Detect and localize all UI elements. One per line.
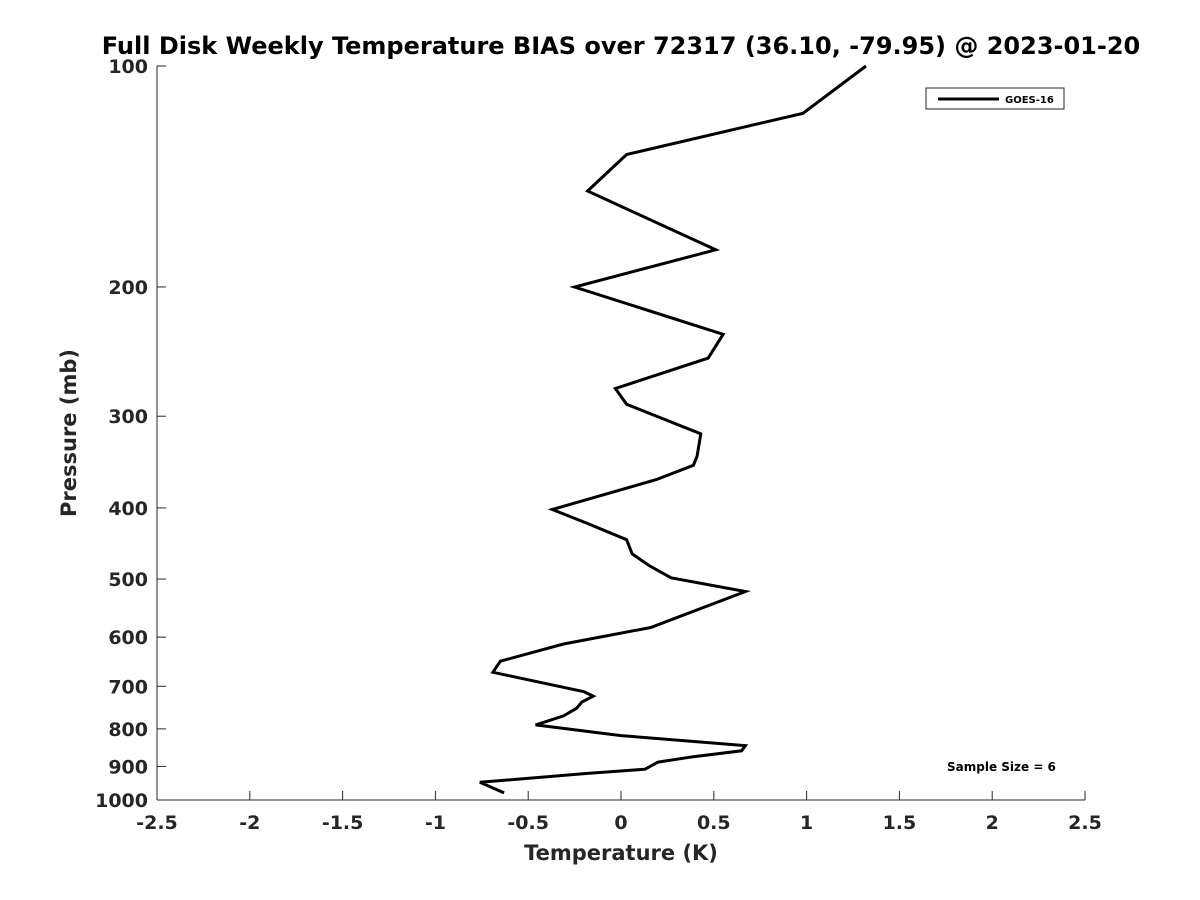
legend-label: GOES-16 xyxy=(1005,95,1054,106)
x-tick-label: -2 xyxy=(239,812,260,834)
y-tick-label: 300 xyxy=(108,406,148,428)
x-tick-label: 1 xyxy=(800,812,813,834)
x-axis-label: Temperature (K) xyxy=(524,841,718,865)
y-tick-label: 600 xyxy=(108,627,148,649)
chart-title: Full Disk Weekly Temperature BIAS over 7… xyxy=(102,32,1141,60)
x-tick-label: -2.5 xyxy=(136,812,178,834)
sample-size-note: Sample Size = 6 xyxy=(947,760,1056,774)
x-tick-label: 2.5 xyxy=(1068,812,1102,834)
y-ticks: 100 200 300 400 500 600 700 800 900 1000 xyxy=(95,56,166,812)
y-tick-label: 700 xyxy=(108,676,148,698)
x-tick-label: 0 xyxy=(614,812,627,834)
y-tick-label: 100 xyxy=(108,56,148,78)
x-tick-label: 0.5 xyxy=(697,812,731,834)
x-tick-label: 2 xyxy=(986,812,999,834)
x-tick-label: -0.5 xyxy=(507,812,549,834)
x-tick-label: 1.5 xyxy=(883,812,917,834)
y-tick-label: 900 xyxy=(108,756,148,778)
y-tick-label: 400 xyxy=(108,498,148,520)
y-tick-label: 800 xyxy=(108,719,148,741)
series-layer xyxy=(479,64,867,795)
x-ticks: -2.5 -2 -1.5 -1 -0.5 0 0.5 1 1.5 2 2.5 xyxy=(136,791,1102,834)
y-tick-label: 1000 xyxy=(95,790,148,812)
x-tick-label: -1.5 xyxy=(322,812,364,834)
legend: GOES-16 xyxy=(925,87,1065,110)
y-axis-label: Pressure (mb) xyxy=(57,349,81,517)
x-tick-label: -1 xyxy=(425,812,446,834)
plot-area xyxy=(156,66,1085,801)
y-tick-label: 500 xyxy=(108,569,148,591)
series-line-goes-16 xyxy=(479,64,867,795)
y-tick-label: 200 xyxy=(108,277,148,299)
